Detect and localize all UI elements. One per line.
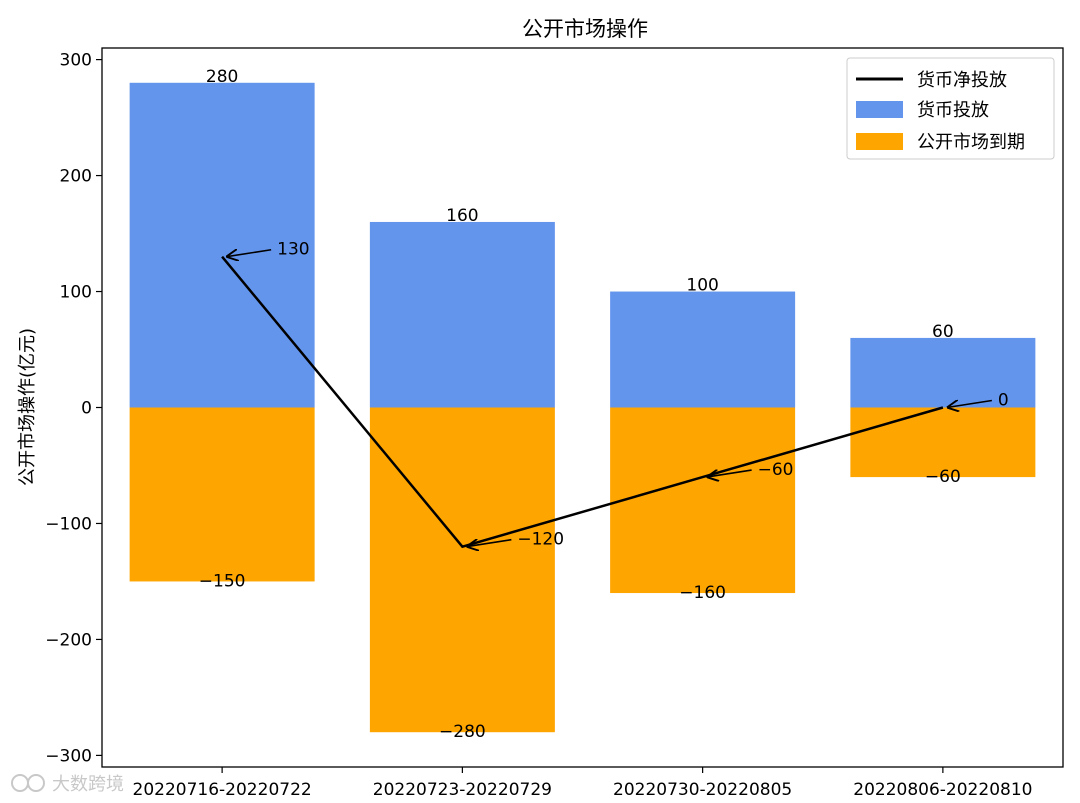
net-arrow-3 bbox=[947, 399, 992, 408]
net-arrow-1 bbox=[466, 538, 512, 547]
label-injection-3: 60 bbox=[932, 322, 954, 342]
watermark: 大数跨境 bbox=[11, 774, 124, 795]
y-tick-label-2: 100 bbox=[60, 283, 92, 303]
y-tick-label-4: −100 bbox=[45, 514, 92, 534]
label-maturity-3: −60 bbox=[925, 467, 961, 487]
net-line bbox=[221, 255, 944, 549]
bar-injection-0 bbox=[129, 82, 315, 408]
label-net-3: 0 bbox=[998, 391, 1009, 411]
bar-maturity-1 bbox=[369, 407, 555, 733]
bar-maturity-2 bbox=[610, 407, 796, 594]
label-maturity-0: −150 bbox=[199, 571, 246, 591]
label-net-1: −120 bbox=[517, 530, 564, 550]
label-maturity-2: −160 bbox=[679, 583, 726, 603]
bar-injection-3 bbox=[850, 337, 1036, 408]
plot-area: 300 200 100 0 −100 −200 −300 20220716-20220722 2… bbox=[45, 47, 1064, 800]
legend-maturity-label: 公开市场到期 bbox=[917, 132, 1025, 153]
bar-maturity-0 bbox=[129, 407, 315, 582]
watermark-logo-icon-2 bbox=[27, 774, 45, 792]
y-tick-label-3: 0 bbox=[81, 399, 92, 419]
chart-title: 公开市场操作 bbox=[522, 17, 648, 41]
bar-maturity-3 bbox=[850, 407, 1036, 478]
net-arrow-2 bbox=[707, 469, 752, 477]
label-maturity-1: −280 bbox=[439, 722, 486, 742]
legend: 货币净投放 货币投放 公开市场到期 bbox=[846, 57, 1055, 160]
label-net-0: 130 bbox=[277, 240, 309, 260]
bar-injection-2 bbox=[610, 291, 796, 408]
legend-net-label: 货币净投放 bbox=[917, 70, 1007, 91]
watermark-text: 大数跨境 bbox=[52, 774, 124, 795]
x-tick-label-1: 20220723-20220729 bbox=[373, 780, 552, 800]
x-tick-label-3: 20220806-20220810 bbox=[853, 780, 1032, 800]
label-injection-1: 160 bbox=[446, 206, 478, 226]
y-tick-label-1: 200 bbox=[60, 167, 92, 187]
bar-injection-1 bbox=[369, 221, 555, 408]
legend-injection-swatch bbox=[856, 101, 903, 118]
label-injection-2: 100 bbox=[686, 276, 718, 296]
legend-maturity-swatch bbox=[856, 133, 903, 150]
watermark-logo-icon bbox=[11, 774, 29, 792]
legend-injection-label: 货币投放 bbox=[917, 100, 989, 121]
x-tick-label-2: 20220730-20220805 bbox=[613, 780, 792, 800]
y-tick-label-6: −300 bbox=[45, 746, 92, 766]
y-axis-label: 公开市场操作(亿元) bbox=[17, 328, 38, 486]
label-injection-0: 280 bbox=[206, 67, 238, 87]
label-net-2: −60 bbox=[758, 460, 794, 480]
net-arrow-0 bbox=[226, 248, 272, 257]
x-tick-label-0: 20220716-20220722 bbox=[133, 780, 312, 800]
y-tick-label-5: −200 bbox=[45, 630, 92, 650]
y-tick-label-0: 300 bbox=[60, 51, 92, 71]
